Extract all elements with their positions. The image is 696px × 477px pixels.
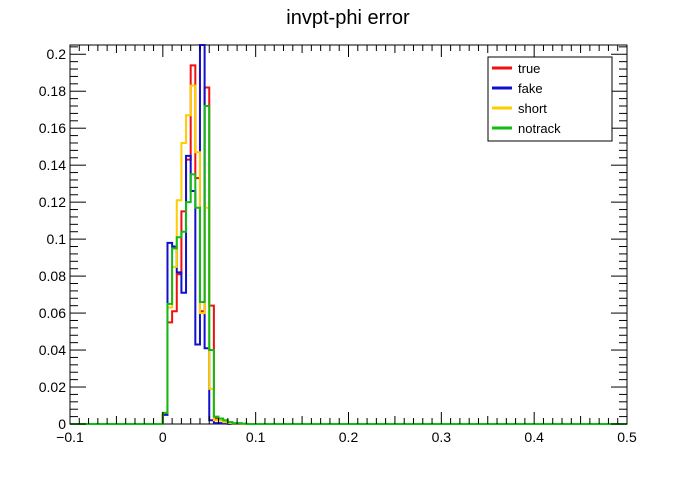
y-tick-label: 0.1 — [47, 231, 67, 247]
x-tick-label: 0.2 — [339, 429, 359, 445]
y-tick-label: 0.08 — [39, 268, 66, 284]
y-tick-label: 0.16 — [39, 120, 66, 136]
x-tick-label: 0 — [159, 429, 167, 445]
legend-label-notrack: notrack — [518, 121, 561, 136]
x-tick-label: 0.5 — [617, 429, 637, 445]
y-tick-label: 0 — [58, 416, 66, 432]
series-notrack-line — [70, 105, 627, 425]
legend-label-short: short — [518, 101, 547, 116]
legend-label-true: true — [518, 61, 540, 76]
y-tick-label: 0.18 — [39, 83, 66, 99]
legend: true fake short notrack — [487, 56, 613, 142]
chart-title: invpt-phi error — [286, 7, 410, 29]
y-tick-label: 0.14 — [39, 157, 66, 173]
axis-layer: −0.1 0 0.1 0.2 0.3 0.4 0.500.020.040.060.080.1… — [39, 45, 637, 445]
y-tick-label: 0.12 — [39, 194, 66, 210]
legend-label-fake: fake — [518, 81, 543, 96]
x-tick-label: −0.1 — [56, 429, 84, 445]
x-tick-label: 0.3 — [432, 429, 452, 445]
x-tick-label: 0.4 — [524, 429, 544, 445]
series-layer — [70, 44, 627, 425]
y-tick-label: 0.02 — [39, 379, 66, 395]
y-tick-label: 0.04 — [39, 342, 66, 358]
x-tick-label: 0.1 — [246, 429, 266, 445]
y-tick-label: 0.2 — [47, 46, 67, 62]
y-tick-label: 0.06 — [39, 305, 66, 321]
